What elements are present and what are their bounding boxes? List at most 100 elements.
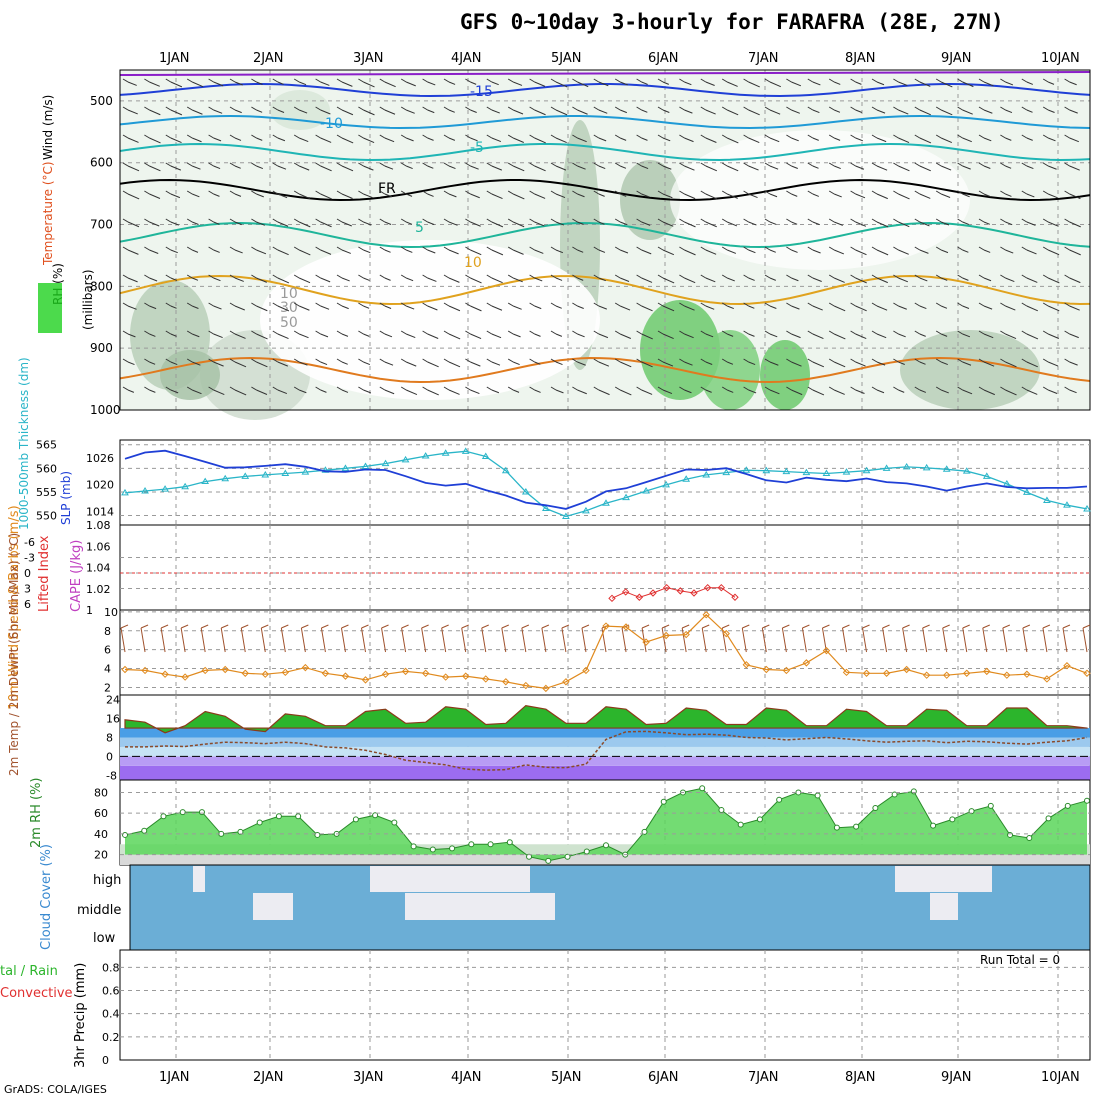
wind-barb (443, 358, 450, 363)
wind-barb (234, 333, 246, 339)
wind-barb (513, 249, 524, 255)
wind-barb (555, 109, 568, 116)
bottom-date-label: 6JAN (648, 1070, 679, 1085)
wind-barb (208, 190, 214, 195)
wind-barb (1048, 389, 1058, 394)
wind-barb (550, 358, 557, 363)
wind-barb (341, 361, 348, 365)
temp-tick-label: 16 (106, 713, 120, 726)
precip-tick-label: 0.4 (102, 1008, 120, 1021)
wind-barb (700, 330, 707, 335)
wind-barb (251, 274, 257, 279)
wind-barb (1026, 305, 1038, 312)
wind-barb (192, 361, 201, 366)
wind-barb (186, 106, 193, 111)
wind-barb (251, 162, 257, 167)
wind-barb (491, 277, 503, 284)
wind-barb (507, 162, 514, 167)
cape-marker (676, 587, 685, 595)
wind-barb (315, 330, 321, 335)
wind-barb (657, 162, 664, 167)
temp-color-band (120, 765, 1090, 780)
wind-barb (661, 627, 667, 653)
wind-barb (406, 249, 413, 253)
wind-barb (127, 193, 140, 200)
wind-barb (1048, 165, 1057, 170)
wind-speed-line (124, 613, 1088, 690)
wind-barb (855, 193, 866, 199)
wind-barb (165, 246, 172, 251)
cape-marker (662, 583, 671, 592)
wind-barb (983, 333, 994, 339)
wind-barb (400, 386, 407, 391)
wind-barb (893, 246, 899, 251)
wind-barb (555, 361, 563, 366)
cloud-clear-area (370, 866, 530, 892)
wind-barb (940, 81, 953, 88)
wind-barb (165, 274, 172, 279)
wind-barb (186, 246, 193, 251)
wind-barb (491, 305, 503, 311)
wind-speed-marker (682, 630, 690, 639)
wind-barb (705, 249, 717, 255)
wind-barb (721, 386, 728, 391)
wind-barb (427, 333, 439, 339)
wind-barb (234, 165, 241, 169)
wind-barb (828, 218, 835, 223)
wind-barb (962, 361, 972, 366)
wind-barb (764, 386, 771, 391)
wind-barb (657, 190, 664, 195)
temp-color-band (120, 737, 1090, 747)
wind-barb (513, 305, 522, 310)
wind-barb (165, 358, 172, 363)
wind-barb (807, 162, 814, 167)
cape-axis-label: CAPE (J/kg) (69, 540, 84, 612)
rh-marker (487, 841, 494, 848)
wind-barb (721, 358, 728, 363)
wind-barb (400, 218, 407, 223)
wind-barb (208, 274, 214, 279)
wind-barb (501, 624, 509, 629)
wind-barb (1005, 221, 1013, 226)
wind-barb (871, 190, 878, 195)
wind-speed-marker (542, 684, 550, 693)
wind-barb (978, 134, 985, 139)
wind-barb (684, 333, 694, 339)
wind-barb (572, 78, 578, 83)
wind-barb (705, 137, 717, 143)
wind-barb (320, 193, 332, 200)
wind-barb (384, 249, 391, 253)
wind-barb (186, 134, 193, 139)
wind-barb (186, 190, 193, 195)
wind-speed-marker (1003, 671, 1011, 679)
wind-barb (572, 246, 578, 251)
wind-barb (620, 165, 627, 169)
wind-barb (491, 109, 500, 114)
wind-barb (1002, 624, 1011, 629)
wind-barb (534, 305, 542, 310)
wind-barb (1082, 624, 1091, 629)
wind-barb (234, 277, 244, 282)
wind-barb (983, 305, 993, 310)
wind-barb (507, 330, 514, 335)
wind-barb (1021, 330, 1028, 335)
wind-barb (208, 78, 214, 83)
wind-barb (165, 134, 172, 139)
wind-barb (1042, 274, 1049, 279)
wind-barb (507, 274, 514, 279)
wind-speed-marker (522, 681, 530, 690)
wind-barb (550, 302, 557, 307)
wind-barb (208, 358, 214, 363)
wind-barb (914, 358, 921, 363)
wind-barb (791, 193, 798, 197)
wind-barb (1026, 333, 1039, 340)
wind-barb (465, 358, 471, 363)
wind-barb (427, 277, 437, 282)
wind-barb (679, 106, 685, 111)
wind-barb (871, 302, 878, 307)
contour-minus20 (119, 71, 1091, 76)
wind-barb (679, 386, 685, 391)
wind-barb (727, 193, 738, 199)
cape-marker (621, 588, 630, 596)
wind-barb (978, 386, 985, 391)
